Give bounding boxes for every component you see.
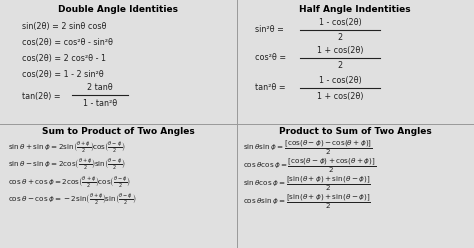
Text: 1 - cos(2θ): 1 - cos(2θ) [319,76,361,86]
Text: cos²θ =: cos²θ = [255,54,289,62]
Text: Product to Sum of Two Angles: Product to Sum of Two Angles [279,127,431,136]
Text: $\cos\theta - \cos\phi = -2\sin\!\left(\frac{\theta+\phi}{2}\right)\!\sin\!\left: $\cos\theta - \cos\phi = -2\sin\!\left(\… [8,192,137,208]
Text: tan(2θ) =: tan(2θ) = [22,92,63,100]
Text: 1 - tan²θ: 1 - tan²θ [83,99,117,109]
Text: $\cos\theta\cos\phi = \dfrac{[\cos(\theta-\phi) + \cos(\theta+\phi)]}{2}$: $\cos\theta\cos\phi = \dfrac{[\cos(\thet… [243,157,376,175]
Text: $\cos\theta + \cos\phi = 2\cos\!\left(\frac{\theta+\phi}{2}\right)\!\cos\!\left(: $\cos\theta + \cos\phi = 2\cos\!\left(\f… [8,176,131,190]
Text: Half Angle Indentities: Half Angle Indentities [299,5,411,14]
Text: 2 tanθ: 2 tanθ [87,84,113,93]
Text: $\sin\theta\sin\phi = \dfrac{[\cos(\theta-\phi) - \cos(\theta+\phi)]}{2}$: $\sin\theta\sin\phi = \dfrac{[\cos(\thet… [243,139,373,157]
Text: Sum to Product of Two Angles: Sum to Product of Two Angles [42,127,194,136]
Text: 2: 2 [337,33,343,42]
Text: sin²θ =: sin²θ = [255,26,286,34]
Text: 1 - cos(2θ): 1 - cos(2θ) [319,19,361,28]
Text: $\sin\theta + \sin\phi = 2\sin\!\left(\frac{\theta+\phi}{2}\right)\!\cos\!\left(: $\sin\theta + \sin\phi = 2\sin\!\left(\f… [8,141,126,155]
Text: cos(2θ) = cos²θ - sin²θ: cos(2θ) = cos²θ - sin²θ [22,37,113,47]
Text: 2: 2 [337,62,343,70]
Text: 1 + cos(2θ): 1 + cos(2θ) [317,47,363,56]
Text: $\sin\theta - \sin\phi = 2\cos\!\left(\frac{\theta+\phi}{2}\right)\!\sin\!\left(: $\sin\theta - \sin\phi = 2\cos\!\left(\f… [8,157,126,172]
Text: cos(2θ) = 2 cos²θ - 1: cos(2θ) = 2 cos²θ - 1 [22,54,106,62]
Text: cos(2θ) = 1 - 2 sin²θ: cos(2θ) = 1 - 2 sin²θ [22,69,104,79]
Text: 1 + cos(2θ): 1 + cos(2θ) [317,92,363,100]
Text: Double Angle Identities: Double Angle Identities [58,5,178,14]
Text: sin(2θ) = 2 sinθ cosθ: sin(2θ) = 2 sinθ cosθ [22,22,107,31]
Text: $\cos\theta\sin\phi = \dfrac{[\sin(\theta+\phi) + \sin(\theta-\phi)]}{2}$: $\cos\theta\sin\phi = \dfrac{[\sin(\thet… [243,193,371,211]
Text: $\sin\theta\cos\phi = \dfrac{[\sin(\theta+\phi) + \sin(\theta-\phi)]}{2}$: $\sin\theta\cos\phi = \dfrac{[\sin(\thet… [243,175,371,193]
Text: tan²θ =: tan²θ = [255,84,288,93]
